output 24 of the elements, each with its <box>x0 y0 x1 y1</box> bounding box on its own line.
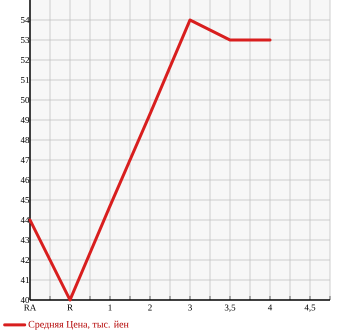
y-tick-label: 40 <box>20 296 30 304</box>
y-tick-label: 53 <box>21 36 30 44</box>
y-tick-label: 46 <box>20 176 30 184</box>
x-tick-label: RA <box>24 304 36 310</box>
y-tick-label: 42 <box>20 257 29 263</box>
y-tick-label: 43 <box>20 236 30 244</box>
y-tick-label: 45 <box>20 197 30 203</box>
y-tick-label: 51 <box>21 76 29 84</box>
y-tick-label: 49 <box>20 116 30 124</box>
x-tick-label: 4,5 <box>304 304 316 312</box>
x-tick-label: R <box>67 304 73 310</box>
legend-label: Средняя Цена, тыс. йен <box>28 320 129 330</box>
y-tick-label: 54 <box>21 17 30 23</box>
y-tick-label: 50 <box>21 96 30 104</box>
line-series <box>28 18 272 302</box>
x-tick-label: 4 <box>268 304 272 310</box>
y-tick-label: 48 <box>20 136 30 144</box>
x-tick-label: 1 <box>108 304 112 310</box>
x-tick-label: 3,5 <box>224 304 236 312</box>
y-tick-label: 52 <box>21 56 29 64</box>
x-tick-label: 3 <box>188 304 192 311</box>
y-tick-label: 47 <box>20 157 30 163</box>
x-tick-label: 2 <box>148 304 152 310</box>
y-tick-label: 41 <box>20 277 29 283</box>
